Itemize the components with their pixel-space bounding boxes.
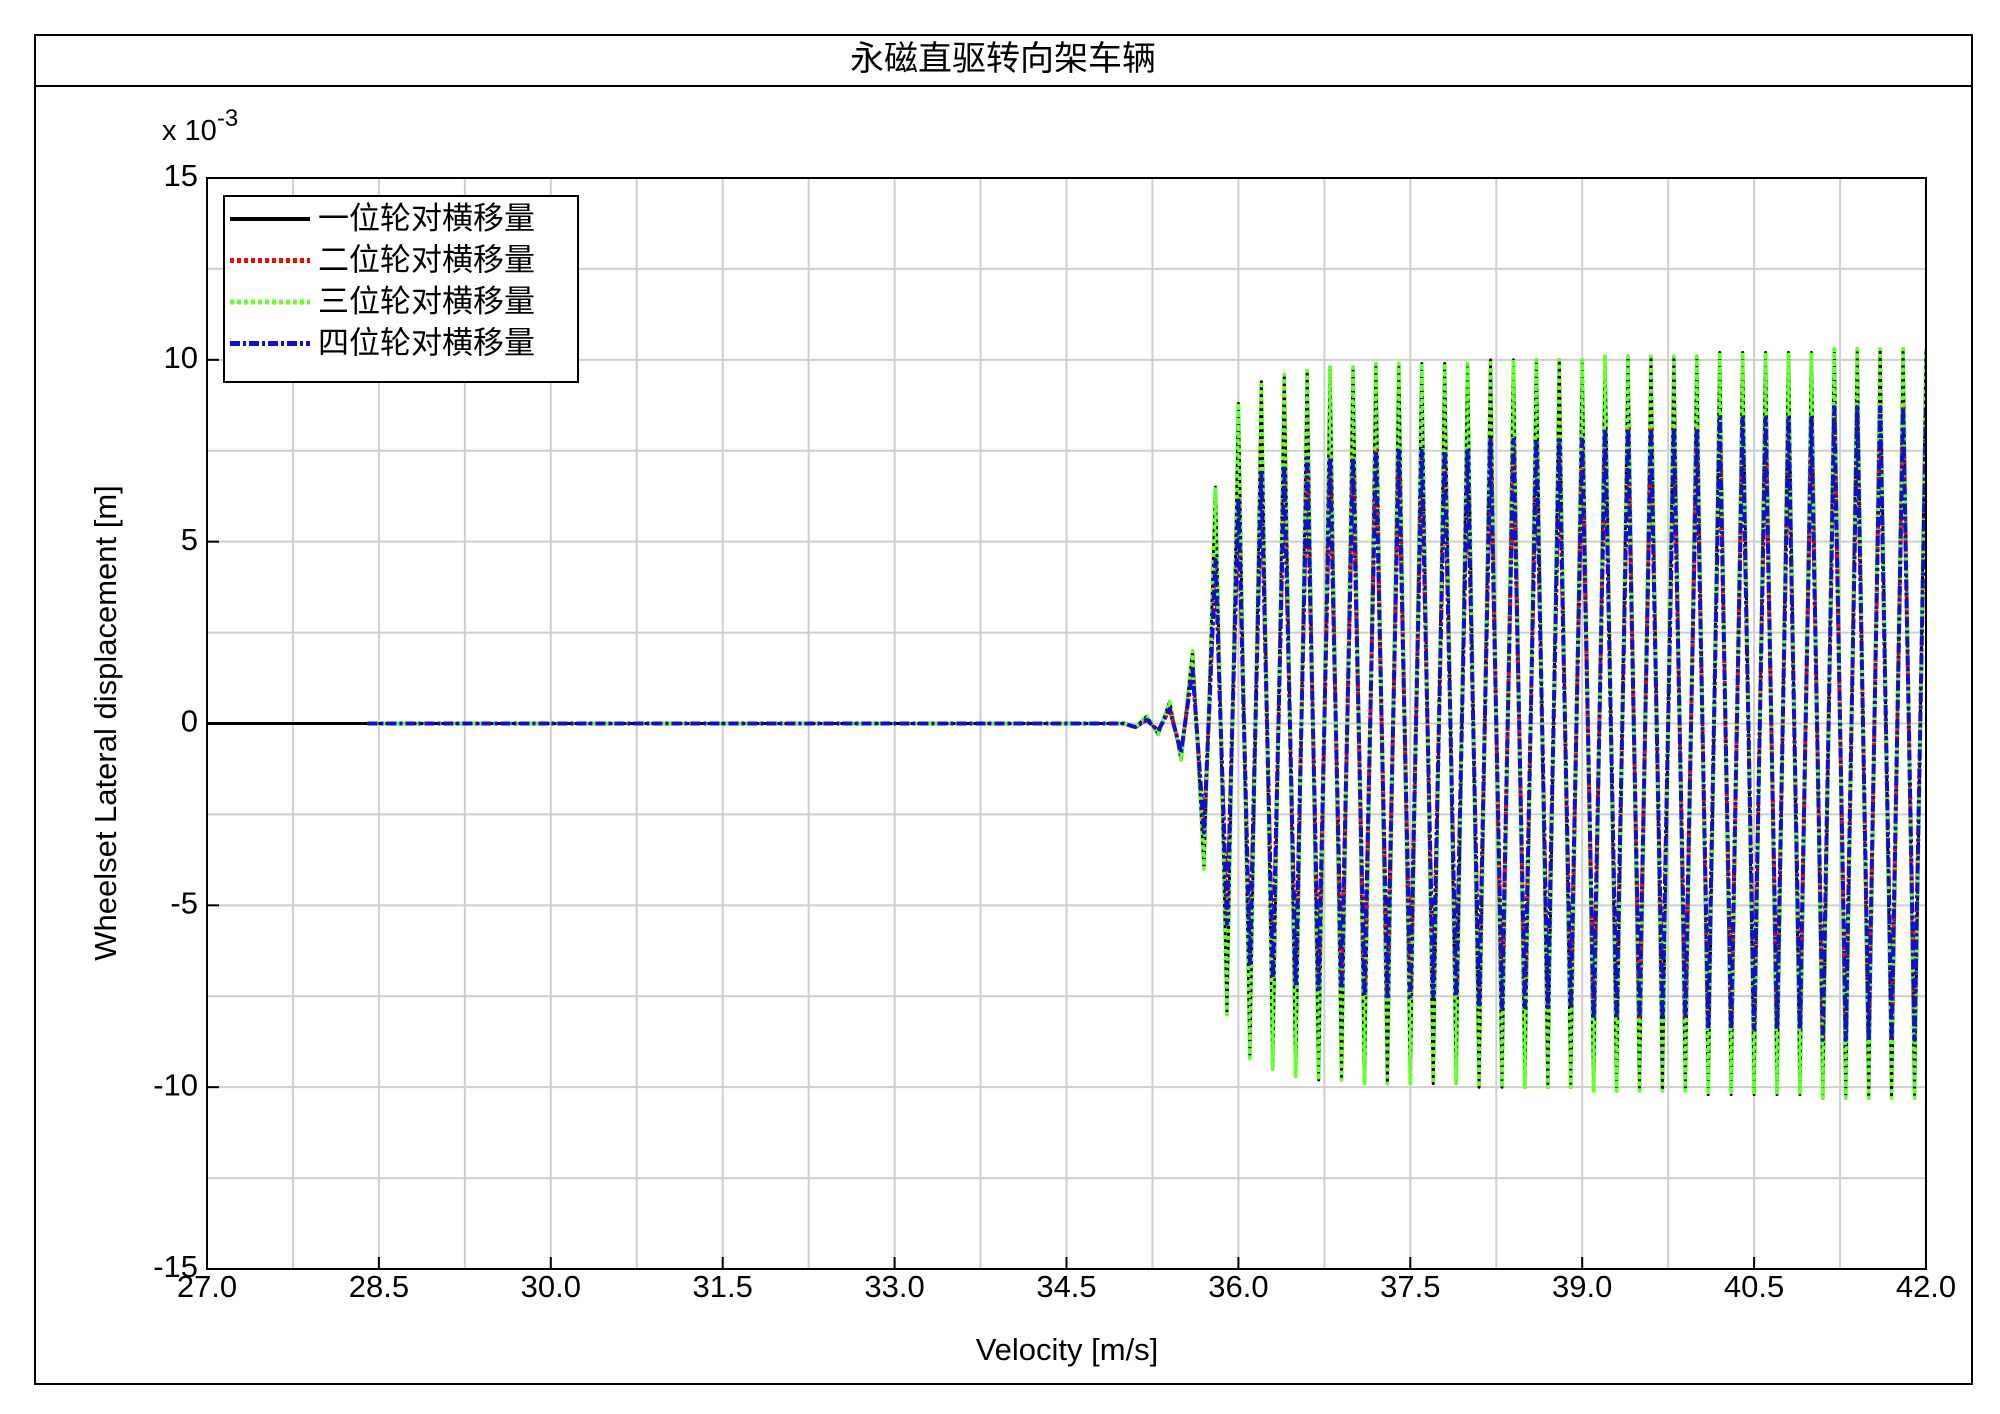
series-line — [367, 405, 1926, 1042]
x-tick-label: 30.0 — [521, 1269, 581, 1304]
y-tick-label: -10 — [153, 1067, 198, 1102]
x-tick-label: 33.0 — [864, 1269, 924, 1304]
x-tick-label: 40.5 — [1724, 1269, 1784, 1304]
y-tick-label: 0 — [181, 704, 198, 739]
x-tick-label: 37.5 — [1380, 1269, 1440, 1304]
plot-lines — [207, 346, 1926, 1101]
y-scale-base: x 10 — [162, 115, 217, 147]
y-tick-label: -15 — [153, 1249, 198, 1284]
legend-label: 三位轮对横移量 — [318, 284, 535, 319]
ticks: 27.0 28.5 30.0 31.5 33.0 34.5 36.0 37.5 39.0 40.5… — [153, 158, 1956, 1304]
x-tick-label: 27.0 — [177, 1269, 237, 1304]
x-tick-label: 36.0 — [1208, 1269, 1268, 1304]
legend-label: 一位轮对横移量 — [318, 201, 535, 236]
x-tick-label: 39.0 — [1552, 1269, 1612, 1304]
x-tick-label: 42.0 — [1896, 1269, 1956, 1304]
legend-label: 四位轮对横移量 — [318, 326, 535, 361]
legend-label: 二位轮对横移量 — [318, 243, 535, 278]
x-axis-label: Velocity [m/s] — [976, 1332, 1159, 1367]
legend-box — [223, 195, 579, 383]
y-axis-label: Wheelset Lateral displacement [m] — [88, 485, 123, 961]
y-tick-label: -5 — [170, 886, 198, 921]
y-scale-exponent: -3 — [217, 105, 238, 132]
x-tick-label: 28.5 — [349, 1269, 409, 1304]
x-tick-label: 31.5 — [693, 1269, 753, 1304]
y-scale: x 10-3 — [162, 105, 238, 146]
chart-title: 永磁直驱转向架车辆 — [850, 40, 1156, 78]
y-tick-label: 10 — [164, 340, 198, 375]
y-tick-label: 15 — [164, 158, 198, 193]
x-tick-label: 34.5 — [1036, 1269, 1096, 1304]
y-tick-label: 5 — [181, 522, 198, 557]
